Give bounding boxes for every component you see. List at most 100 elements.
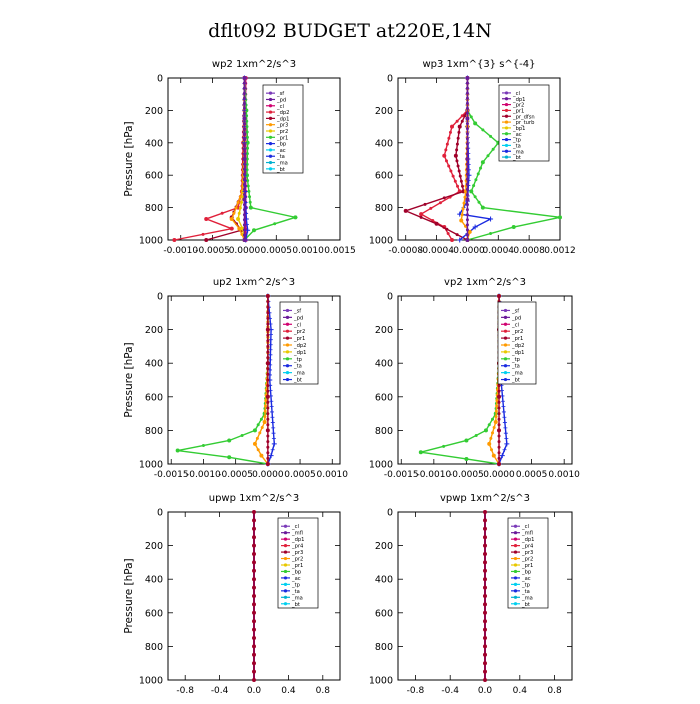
y-tick-label: 0: [157, 508, 163, 519]
data-point: [266, 406, 270, 410]
data-point: [558, 215, 562, 220]
data-point: [477, 200, 481, 204]
data-point: [492, 425, 496, 429]
data-point: [265, 394, 270, 399]
x-tick-label: 0.0000: [483, 470, 515, 480]
y-tick-label: 1000: [369, 236, 393, 247]
data-point: [266, 456, 270, 460]
data-point: [502, 420, 507, 425]
y-tick-label: 200: [375, 541, 393, 552]
data-point: [242, 197, 247, 202]
legend-marker: [504, 155, 509, 159]
x-tick-label: 0.0005: [261, 246, 293, 256]
data-point: [457, 237, 463, 243]
data-point: [242, 167, 246, 171]
data-point: [444, 159, 448, 163]
legend-marker: [513, 602, 518, 606]
y-axis-label: Pressure [hPa]: [123, 121, 135, 196]
data-point: [463, 195, 467, 199]
data-point: [266, 316, 270, 320]
data-point: [258, 431, 262, 435]
data-point: [242, 228, 246, 232]
panel-2: wp3 1xm^{3} s^{-4}02004006008001000-0.00…: [369, 59, 576, 256]
legend-marker: [513, 531, 518, 535]
data-point: [495, 399, 499, 403]
data-point: [232, 211, 236, 215]
legend-marker: [285, 364, 290, 368]
y-tick-label: 0: [387, 292, 393, 303]
data-point: [242, 177, 246, 181]
data-point: [489, 436, 493, 440]
legend-marker: [504, 114, 509, 118]
data-point: [252, 535, 256, 540]
series-line: [174, 77, 246, 241]
legend-entry: _ac: [276, 148, 286, 154]
data-point: [246, 179, 250, 183]
data-point: [204, 216, 209, 221]
legend-marker: [504, 149, 509, 153]
data-point: [457, 124, 462, 129]
legend-marker: [503, 322, 508, 326]
data-point: [241, 195, 245, 199]
plot-frame: [397, 295, 573, 465]
data-point: [450, 124, 454, 129]
data-point: [494, 415, 498, 419]
data-point: [246, 146, 250, 150]
data-point: [242, 111, 246, 115]
data-point: [483, 535, 487, 540]
legend-entry: _pr2: [291, 557, 303, 563]
data-point: [455, 119, 459, 123]
x-tick-label: -0.4: [441, 686, 459, 696]
data-point: [266, 372, 270, 376]
data-point: [448, 130, 452, 134]
y-tick-label: 600: [145, 608, 163, 619]
data-point: [252, 560, 256, 565]
data-point: [459, 218, 464, 223]
data-point: [474, 178, 478, 182]
legend-marker: [283, 595, 288, 599]
data-point: [495, 404, 499, 408]
legend-entry: _pd: [293, 315, 303, 321]
series-dp2: [418, 294, 502, 466]
legend-entry: _dp1: [293, 350, 306, 356]
data-point: [240, 433, 244, 437]
x-tick-label: 0.0: [478, 686, 493, 696]
data-point: [487, 441, 492, 446]
data-point: [247, 189, 251, 193]
data-point: [266, 300, 270, 304]
data-point: [465, 137, 469, 141]
y-tick-label: 0: [387, 74, 393, 85]
data-point: [265, 361, 270, 366]
data-point: [245, 140, 250, 145]
legend-marker: [268, 116, 273, 120]
data-point: [242, 187, 246, 191]
data-point: [465, 147, 469, 151]
y-tick-label: 200: [375, 106, 393, 117]
legend-marker: [504, 143, 509, 148]
legend-marker: [504, 91, 509, 95]
data-point: [465, 101, 469, 105]
legend-entry: _sf: [511, 308, 519, 314]
series-line: [420, 296, 500, 465]
legend-entry: _ma: [511, 371, 523, 377]
legend-marker: [285, 377, 290, 382]
legend-entry: _tp: [521, 582, 531, 588]
data-point: [255, 436, 259, 440]
legend-entry: _tp: [512, 138, 522, 144]
data-point: [238, 195, 242, 199]
data-point: [252, 644, 256, 649]
legend-marker: [513, 563, 518, 567]
data-point: [451, 174, 455, 178]
data-point: [502, 447, 507, 452]
data-point: [237, 211, 241, 215]
legend-entry: _bt: [521, 602, 530, 608]
legend-entry: _pr_turb: [512, 120, 535, 126]
legend-marker: [283, 550, 288, 554]
y-tick-label: 200: [145, 541, 163, 552]
data-point: [469, 115, 473, 119]
legend-marker: [285, 350, 290, 354]
legend-entry: _ac: [521, 576, 531, 582]
y-tick-label: 800: [145, 203, 163, 214]
data-point: [465, 142, 469, 146]
